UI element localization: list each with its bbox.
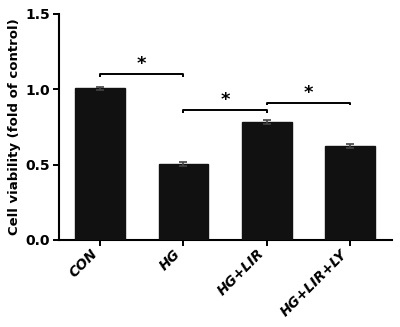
Y-axis label: Cell viability (fold of control): Cell viability (fold of control) [8, 18, 21, 235]
Text: *: * [304, 83, 313, 101]
Text: *: * [137, 55, 147, 73]
Bar [325, 146, 375, 240]
Bar [242, 122, 292, 240]
Bar [75, 88, 125, 240]
Bar [158, 164, 208, 240]
Text: *: * [220, 91, 230, 109]
